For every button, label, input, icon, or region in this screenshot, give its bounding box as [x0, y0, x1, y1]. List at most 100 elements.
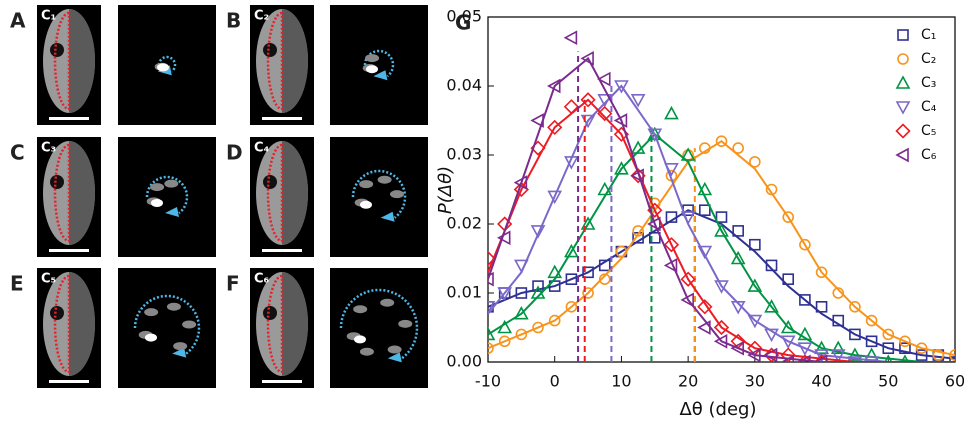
dotted-outline	[266, 143, 284, 243]
data-point	[714, 223, 729, 237]
data-point	[815, 266, 828, 279]
panel-letter: G	[455, 11, 471, 35]
x-tick-label: 60	[945, 372, 964, 391]
legend-marker	[895, 75, 911, 89]
x-tick-label: 30	[745, 372, 765, 391]
data-point	[780, 319, 796, 334]
swim-arc	[351, 169, 407, 219]
x-axis-label: Δθ (deg)	[679, 399, 756, 420]
data-point	[614, 80, 629, 94]
data-point	[563, 99, 580, 115]
fit-curve	[488, 98, 955, 362]
movie-background	[330, 5, 428, 125]
legend-marker	[895, 123, 911, 139]
x-tick-label: 40	[811, 372, 831, 391]
panel-letter: F	[226, 272, 240, 296]
larva-head	[151, 199, 163, 207]
data-point	[799, 294, 811, 306]
data-point	[563, 30, 578, 46]
data-point	[532, 280, 544, 292]
data-point	[865, 314, 878, 327]
larva-frame	[398, 319, 413, 328]
data-point	[647, 128, 663, 142]
x-tick-label: -10	[475, 372, 501, 391]
legend-marker	[895, 101, 911, 115]
swim-arrow	[373, 70, 388, 81]
legend-marker	[897, 29, 909, 41]
larva-frame	[144, 308, 159, 317]
x-tick-label: 50	[878, 372, 898, 391]
larva-frame	[380, 298, 395, 307]
panel-letter: E	[10, 272, 24, 296]
data-point	[765, 259, 778, 272]
data-point	[597, 71, 611, 87]
data-point	[614, 161, 629, 175]
legend-label: C₅	[921, 123, 936, 139]
data-point	[488, 250, 496, 267]
legend-label: C₆	[921, 147, 937, 163]
x-tick-label: 0	[550, 372, 560, 391]
data-point	[749, 156, 761, 168]
data-point	[815, 300, 828, 313]
panel-label: C₃	[41, 141, 56, 156]
seed-shade	[282, 272, 308, 376]
larva-frame	[359, 180, 374, 189]
swim-arrow	[387, 352, 402, 363]
data-point	[547, 119, 563, 136]
dotted-outline	[53, 274, 71, 374]
seed-spot	[263, 306, 277, 320]
data-point	[732, 225, 744, 237]
larva-frame	[182, 320, 197, 329]
data-point	[732, 142, 744, 154]
larva-frame	[359, 347, 374, 356]
data-point	[715, 211, 728, 223]
panel-letter: B	[226, 9, 241, 33]
data-point	[814, 340, 829, 354]
data-point	[747, 278, 763, 292]
data-point	[730, 250, 746, 265]
data-point	[488, 301, 496, 315]
data-point	[713, 319, 730, 336]
data-point	[565, 300, 578, 313]
fit-curve	[488, 139, 955, 357]
plot-frame	[487, 16, 956, 363]
data-point	[797, 354, 811, 362]
panel-letter: D	[226, 141, 243, 165]
dotted-outline	[53, 143, 71, 243]
data-point	[849, 328, 861, 341]
scale-bar	[49, 380, 89, 383]
fit-curve	[488, 84, 955, 362]
panel-letter: A	[10, 9, 26, 33]
larva-frame	[387, 345, 402, 354]
movie-background	[118, 268, 216, 388]
swim-arrow	[380, 211, 395, 222]
data-point	[515, 328, 528, 341]
swim-arc	[133, 294, 201, 355]
data-point	[697, 245, 713, 260]
data-point	[613, 113, 628, 128]
swim-arc	[339, 288, 419, 360]
swim-arc	[363, 49, 395, 78]
data-point	[882, 328, 895, 341]
data-point	[865, 335, 878, 348]
data-point	[864, 347, 879, 361]
data-point	[782, 211, 795, 223]
scale-bar	[49, 249, 89, 252]
y-tick-label: 0.01	[446, 283, 482, 302]
data-point	[730, 340, 744, 356]
data-point	[832, 287, 845, 299]
data-point	[715, 135, 728, 147]
data-point	[548, 280, 561, 292]
movie-background	[330, 137, 428, 257]
data-point	[749, 238, 761, 251]
seed-shade	[69, 141, 95, 245]
seed-spot	[263, 43, 277, 57]
larva-frame	[377, 175, 392, 184]
data-point	[680, 147, 696, 161]
movie-background	[330, 268, 428, 388]
data-point	[763, 347, 778, 362]
panel-label: C₄	[254, 141, 270, 156]
data-point	[630, 94, 646, 108]
x-tick-label: 20	[678, 372, 698, 391]
